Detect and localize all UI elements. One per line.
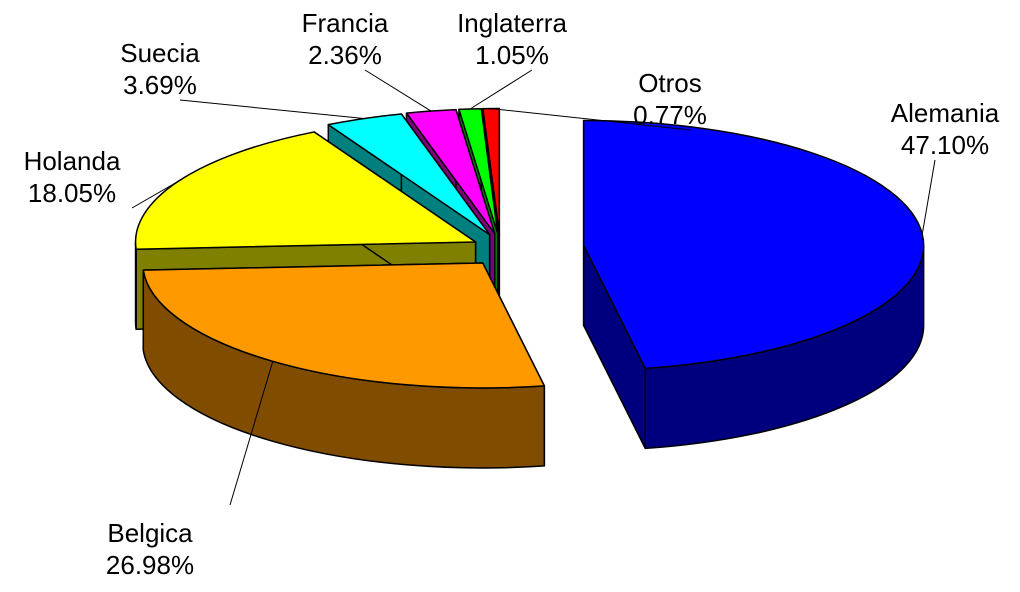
leader-line: [364, 69, 432, 112]
leader-line: [131, 180, 179, 209]
slice: [134, 131, 477, 250]
slice-group: [142, 262, 546, 469]
slice-label: Belgica: [107, 518, 193, 548]
slice-value-label: 26.98%: [106, 550, 194, 580]
slice-label: Inglaterra: [457, 8, 567, 38]
leader-line: [179, 99, 365, 120]
slice-value-label: 0.77%: [633, 100, 707, 130]
slice-value-label: 2.36%: [308, 40, 382, 70]
slice-label: Suecia: [120, 38, 200, 68]
slice-label: Alemania: [891, 98, 1000, 128]
slice-value-label: 1.05%: [475, 40, 549, 70]
slice-label: Otros: [638, 68, 702, 98]
slice-label: Francia: [302, 8, 389, 38]
leader-line: [491, 108, 691, 131]
slice-value-label: 47.10%: [901, 130, 989, 160]
slice-label: Holanda: [24, 146, 121, 176]
slice: [582, 119, 925, 370]
leader-line: [469, 69, 533, 110]
slice-group: [582, 119, 925, 450]
slice-value-label: 3.69%: [123, 70, 197, 100]
slice-side: [134, 241, 137, 330]
leader-line: [229, 361, 274, 506]
leader-line: [921, 159, 936, 235]
slice-value-label: 18.05%: [28, 178, 116, 208]
slice: [405, 108, 496, 235]
